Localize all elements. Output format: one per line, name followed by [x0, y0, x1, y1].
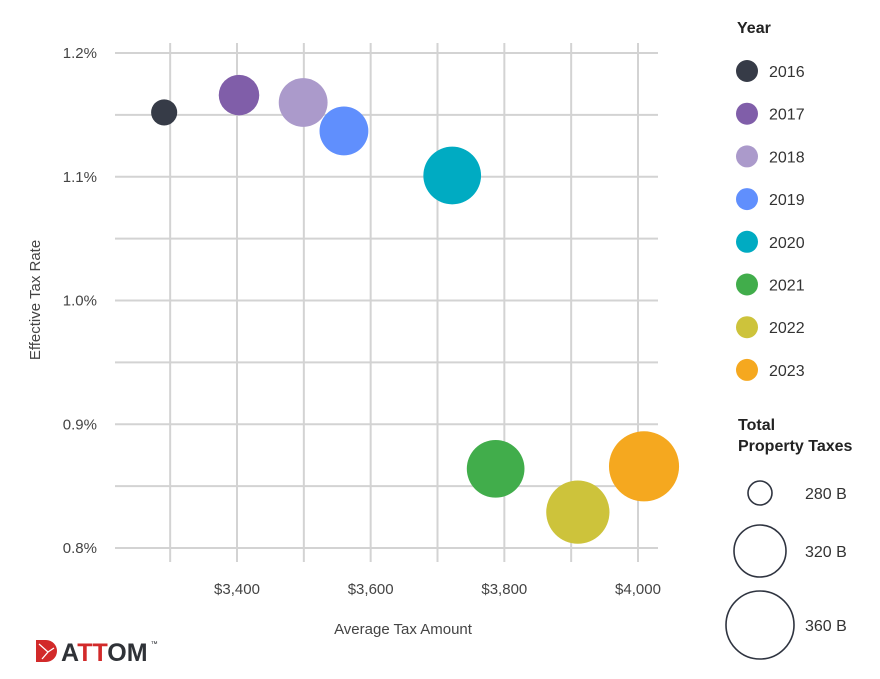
- bubble-2023: [608, 431, 680, 502]
- legend-swatch-2017: [736, 102, 758, 125]
- logo-mark-lines: [38, 643, 55, 660]
- color-legend: Year 2016 2017 2018 2019 2020 2021 2022 2023: [736, 20, 805, 381]
- x-tick-label: $3,600: [348, 581, 394, 598]
- size-legend-label: 360 B: [805, 618, 847, 635]
- x-tick-label: $4,000: [615, 581, 661, 598]
- y-tick-labels: 0.8% 0.9% 1.0% 1.1% 1.2%: [63, 45, 97, 557]
- y-tick-label: 1.1%: [63, 169, 97, 186]
- bubble-2022: [546, 480, 610, 544]
- legend-label-2020: 2020: [769, 235, 805, 252]
- color-legend-title: Year: [737, 20, 771, 37]
- y-tick-label: 1.0%: [63, 293, 97, 310]
- logo-tm: ™: [151, 641, 158, 648]
- legend-label-2017: 2017: [769, 107, 805, 124]
- bubble-2019: [319, 106, 369, 156]
- size-legend-circle: [747, 480, 773, 506]
- logo-text: ATTOM: [61, 639, 148, 667]
- legend-swatch-2021: [736, 273, 758, 296]
- legend-label-2018: 2018: [769, 149, 805, 166]
- y-tick-label: 0.8%: [63, 540, 97, 557]
- bubbles: [151, 74, 680, 544]
- x-axis-title: Average Tax Amount: [334, 621, 473, 638]
- legend-swatch-2022: [736, 316, 758, 339]
- x-tick-labels: $3,400 $3,600 $3,800 $4,000: [214, 581, 661, 598]
- bubble-2021: [466, 439, 525, 498]
- legend-swatch-2018: [736, 145, 758, 168]
- bubble-2016: [151, 99, 178, 126]
- y-tick-label: 0.9%: [63, 416, 97, 433]
- size-legend-label: 320 B: [805, 544, 847, 561]
- legend-label-2019: 2019: [769, 192, 805, 209]
- legend-swatch-2019: [736, 188, 758, 211]
- legend-label-2022: 2022: [769, 320, 805, 337]
- x-tick-label: $3,400: [214, 581, 260, 598]
- legend-label-2016: 2016: [769, 64, 805, 81]
- size-legend-circle: [733, 524, 787, 578]
- legend-label-2021: 2021: [769, 278, 805, 295]
- size-legend-title-line1: Total: [738, 417, 775, 434]
- legend-label-2023: 2023: [769, 363, 805, 380]
- attom-logo: ATTOM ™: [36, 639, 158, 667]
- bubble-2020: [423, 146, 482, 205]
- y-tick-label: 1.2%: [63, 45, 97, 62]
- legend-swatch-2023: [736, 358, 758, 381]
- x-tick-label: $3,800: [481, 581, 527, 598]
- size-legend-circle: [725, 590, 795, 660]
- legend-swatch-2020: [736, 230, 758, 253]
- size-legend: Total Property Taxes 280 B 320 B 360 B: [725, 417, 853, 660]
- bubble-2018: [278, 78, 328, 127]
- bubble-2017: [218, 74, 260, 116]
- y-axis-title: Effective Tax Rate: [27, 240, 44, 360]
- size-legend-label: 280 B: [805, 486, 847, 503]
- legend-swatch-2016: [736, 60, 758, 82]
- size-legend-title-line2: Property Taxes: [738, 438, 853, 455]
